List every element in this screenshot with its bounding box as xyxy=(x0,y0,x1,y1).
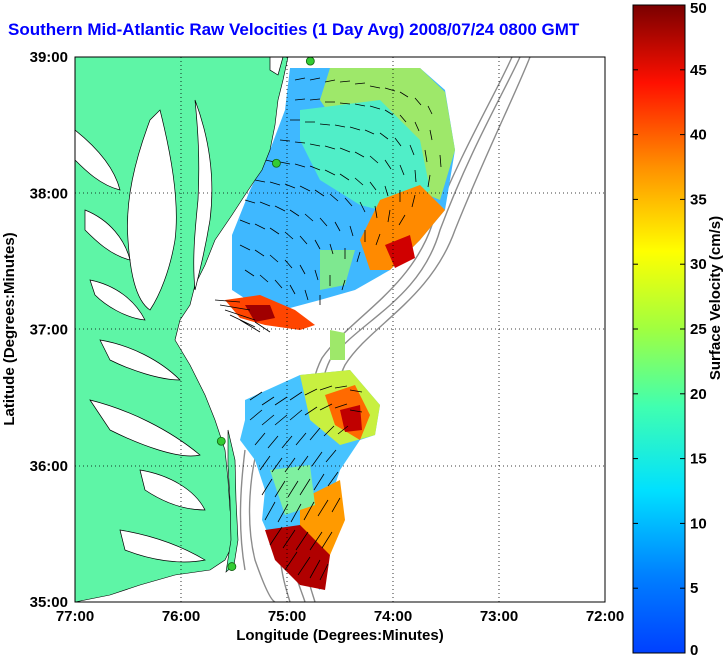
velocity-field xyxy=(225,68,455,590)
x-tick-label: 76:00 xyxy=(162,608,200,625)
y-tick-label: 38:00 xyxy=(30,185,68,202)
colorbar-tick-label: 30 xyxy=(690,256,707,273)
x-axis-ticks: 77:00 76:00 75:00 74:00 73:00 72:00 xyxy=(56,608,624,625)
water-bodies xyxy=(75,57,284,563)
grid-lines xyxy=(75,57,605,602)
x-tick-label: 74:00 xyxy=(374,608,412,625)
colorbar-tick-label: 20 xyxy=(690,386,707,403)
colorbar-tick-label: 5 xyxy=(690,580,698,597)
station-markers xyxy=(216,57,315,571)
x-axis-label: Longitude (Degrees:Minutes) xyxy=(236,627,444,644)
land xyxy=(75,57,289,602)
station-marker xyxy=(305,57,315,66)
x-tick-label: 75:00 xyxy=(268,608,306,625)
colorbar xyxy=(632,4,686,654)
x-tick-label: 73:00 xyxy=(480,608,518,625)
x-tick-label: 77:00 xyxy=(56,608,94,625)
y-tick-label: 35:00 xyxy=(30,594,68,611)
colorbar-tick-label: 40 xyxy=(690,127,707,144)
map-title: Southern Mid-Atlantic Raw Velocities (1 … xyxy=(8,20,580,39)
colorbar-tick-label: 35 xyxy=(690,191,707,208)
plot-frame xyxy=(74,56,606,603)
colorbar-label: Surface Velocity (cm/s) xyxy=(707,216,724,380)
colorbar-tick-label: 50 xyxy=(690,0,707,17)
colorbar-tick-label: 15 xyxy=(690,451,707,468)
station-marker xyxy=(216,436,226,446)
colorbar-tick-label: 25 xyxy=(690,321,707,338)
y-tick-label: 37:00 xyxy=(30,322,68,339)
y-tick-label: 39:00 xyxy=(30,49,68,66)
y-tick-label: 36:00 xyxy=(30,458,68,475)
colorbar-tick-label: 45 xyxy=(690,62,707,79)
x-tick-label: 72:00 xyxy=(586,608,624,625)
y-axis-ticks: 39:00 38:00 37:00 36:00 35:00 xyxy=(30,49,68,611)
colorbar-tick-label: 10 xyxy=(690,515,707,532)
station-marker xyxy=(227,562,237,571)
y-axis-label: Latitude (Degrees:Minutes) xyxy=(1,232,18,425)
station-marker xyxy=(271,158,281,168)
colorbar-tick-label: 0 xyxy=(690,642,698,659)
